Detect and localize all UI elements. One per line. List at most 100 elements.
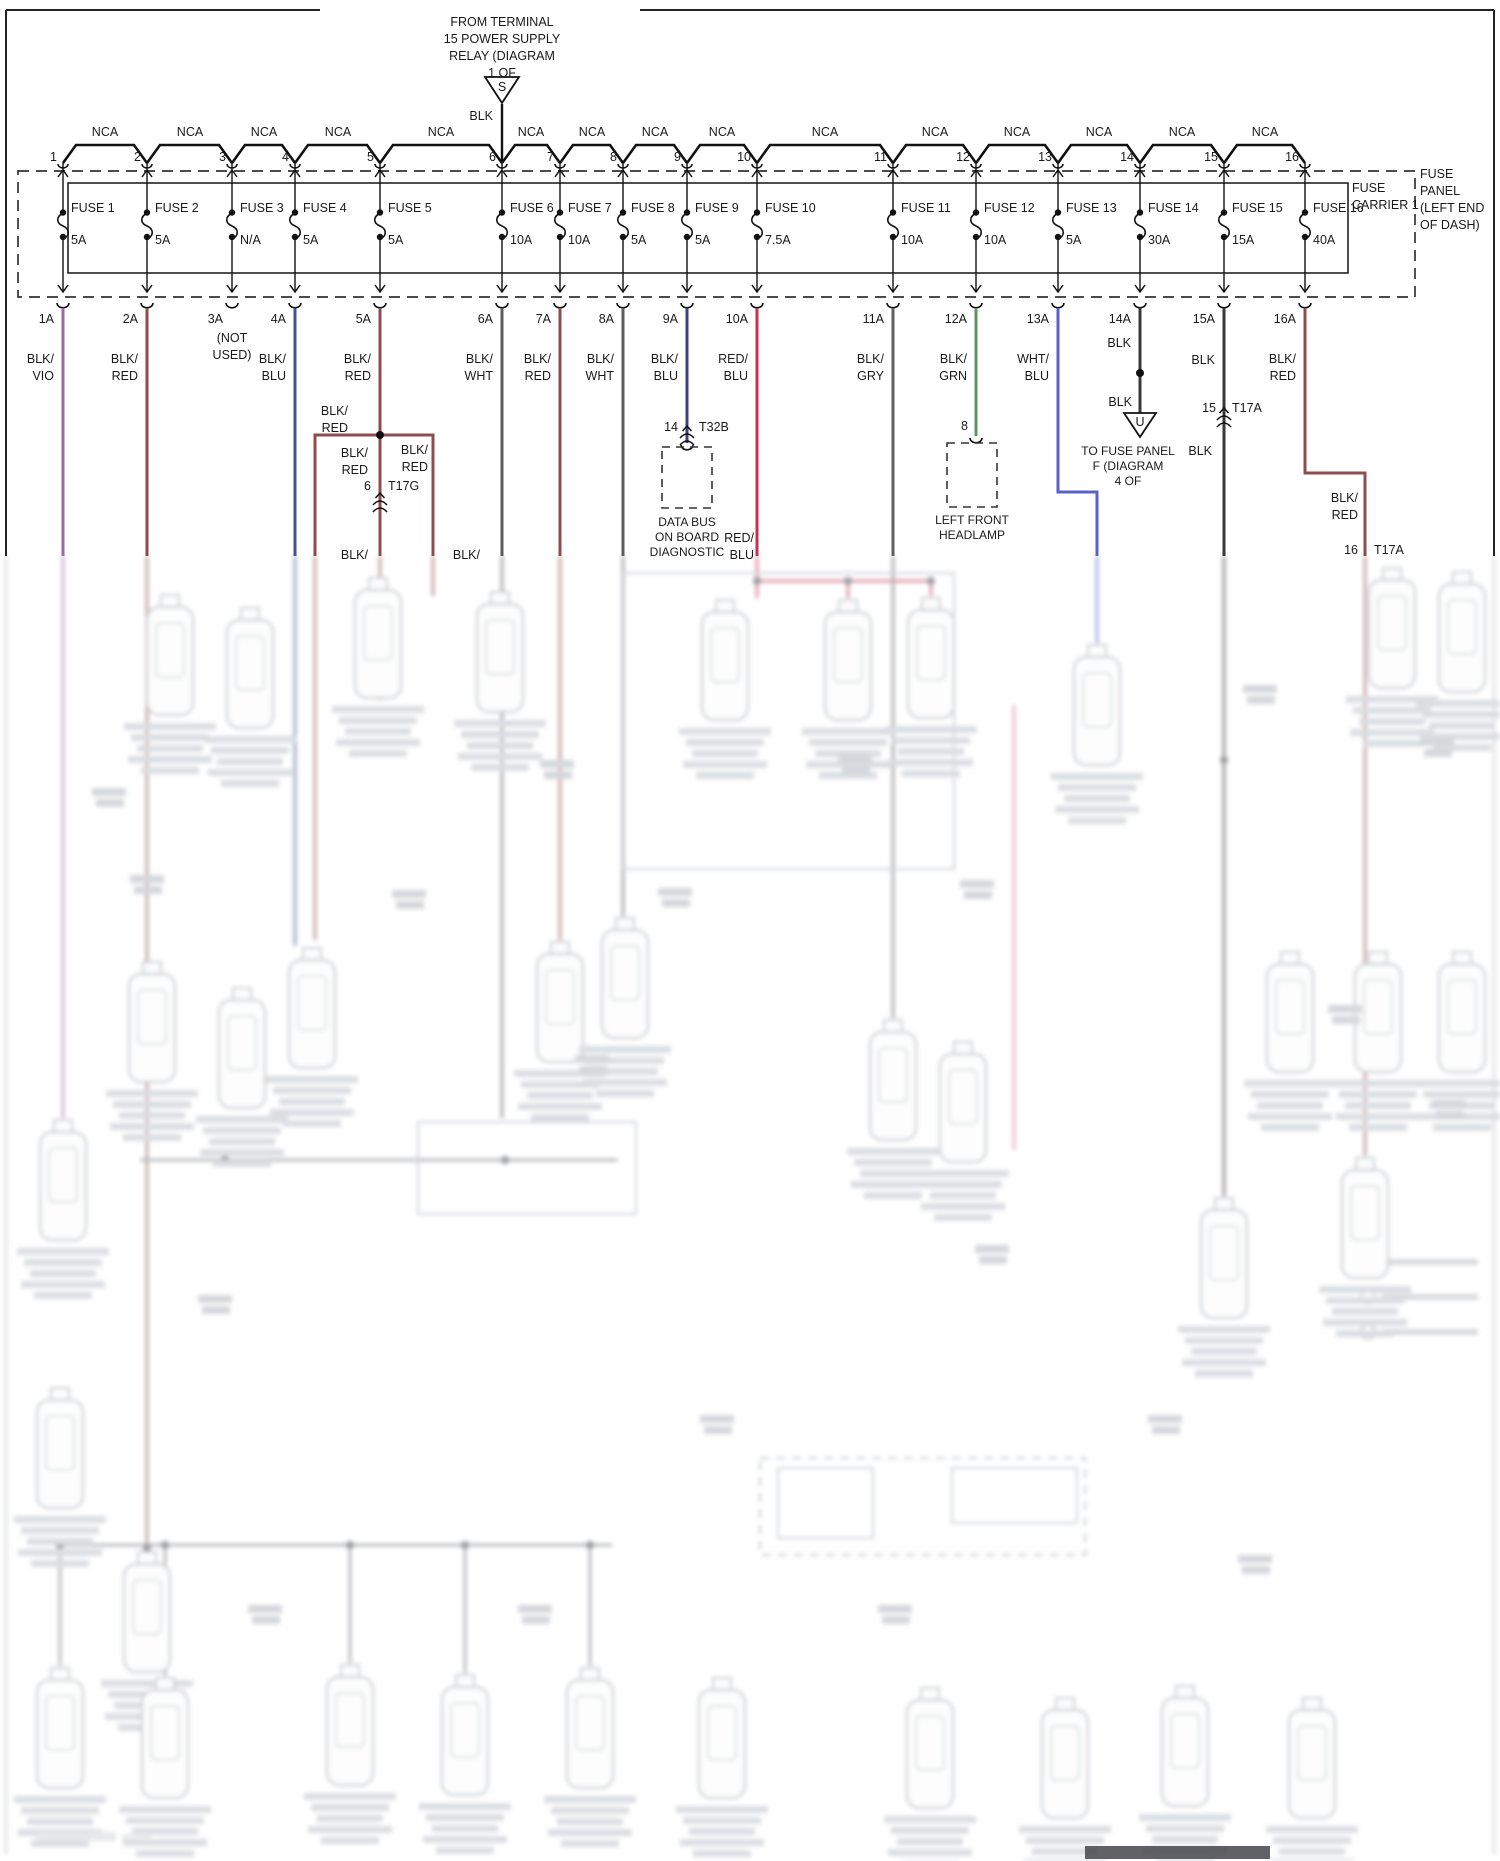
connector-pin-number: 16 [1344,543,1358,557]
wire-color-label: BLK [1107,336,1131,350]
wire-id-label: 14A [1108,312,1131,326]
connector-name-label: T17A [1232,401,1262,415]
fuse-rating-label: N/A [240,233,261,247]
bus-nca-label-4: NCA [324,125,352,139]
bus-node-number: 2 [134,150,141,164]
wire-id-label: 15A [1192,312,1215,326]
connector-pin-number: 6 [364,479,371,493]
faded-wire-color-stub: BLK/ [340,548,368,562]
wire-id-label: 9A [662,312,678,326]
fuse-name-label: FUSE 15 [1232,201,1283,215]
fuse-name-label: FUSE 4 [303,201,347,215]
connector-pin-number: 8 [961,419,968,433]
connector-name-label: T17G [388,479,420,493]
bus-node-number: 13 [1038,150,1052,164]
connector-pin-number: 15 [1202,401,1216,415]
bus-nca-label-10: NCA [811,125,839,139]
wire-color-label: WHT/ BLU [1017,352,1049,383]
bus-node-number: 14 [1120,150,1134,164]
fuse-rating-label: 30A [1148,233,1171,247]
wire-color-label: BLK/ GRN [939,352,967,383]
fuse-name-label: FUSE 12 [984,201,1035,215]
wire-id-label: 7A [535,312,551,326]
wire-color-label: BLK/ WHT [585,352,614,383]
fuse-carrier-label: FUSE CARRIER 1 [1352,181,1419,212]
feed-wire-color-label: BLK [469,109,493,123]
bus-node-number: 11 [874,150,887,164]
fuse-name-label: FUSE 9 [695,201,739,215]
wire-color-label: RED/ BLU [718,352,748,383]
wire-id-label: 16A [1273,312,1296,326]
bus-node-number: 15 [1204,150,1218,164]
wire-id-label: 12A [944,312,967,326]
connector-name-label: T17A [1374,543,1404,557]
wire-color-label: BLK/ GRY [856,352,884,383]
power-source-label: FROM TERMINAL 15 POWER SUPPLY RELAY (DIA… [443,15,561,80]
wire-color-label: BLK [1191,353,1215,367]
wire-id-label: 2A [122,312,138,326]
wire-color-label: BLK [1108,395,1132,409]
bus-node-number: 4 [282,150,289,164]
fuse-name-label: FUSE 5 [388,201,432,215]
bus-node-number: 8 [610,150,617,164]
wire-id-label: 1A [38,312,54,326]
to-fuse-panel-f-label: TO FUSE PANEL F (DIAGRAM 4 OF [1081,444,1175,488]
wire-id-label: 13A [1026,312,1049,326]
wire-id-label: 3A [207,312,223,326]
wire-color-label: BLK [1188,444,1212,458]
wire-id-label: 6A [477,312,493,326]
wire-color-label: BLK/ BLU [650,352,678,383]
bus-node-number: 1 [50,150,57,164]
fuse-name-label: FUSE 16 [1313,201,1364,215]
not-used-note: (NOT USED) [212,331,252,362]
bus-node-number: 9 [674,150,681,164]
wire-id-label: 8A [598,312,614,326]
fuse-name-label: FUSE 11 [901,201,951,215]
source-triangle-letter: S [497,80,507,94]
wire-color-label: BLK/ VIO [26,352,54,383]
bus-nca-label-11: NCA [921,125,949,139]
branch-wire-color-label: BLK/ RED [340,446,368,477]
wire-color-label: BLK/ RED [110,352,138,383]
bus-nca-label-13: NCA [1085,125,1113,139]
wire-id-label: 10A [725,312,748,326]
wire-color-label: BLK/ RED [1330,491,1358,522]
dest-triangle-letter: U [1135,415,1145,429]
wire-color-label: BLK/ RED [1268,352,1296,383]
fuse-name-label: FUSE 8 [631,201,675,215]
fuse-name-label: FUSE 2 [155,201,199,215]
wire-color-label: BLK/ BLU [258,352,286,383]
bus-nca-label-6: NCA [517,125,545,139]
fuse-rating-label: 10A [510,233,533,247]
wire-id-label: 5A [355,312,371,326]
fuse-name-label: FUSE 13 [1066,201,1117,215]
fuse-name-label: FUSE 3 [240,201,284,215]
data-bus-diagnostic-label: DATA BUS ON BOARD DIAGNOSTIC [649,515,725,559]
wire-id-label: 11A [862,312,884,326]
bus-nca-label-3: NCA [250,125,278,139]
connector-pin-number: 14 [664,420,678,434]
fuse-rating-label: 5A [155,233,171,247]
fuse-name-label: FUSE 7 [568,201,612,215]
fuse-name-label: FUSE 14 [1148,201,1199,215]
branch-wire-color-label: BLK/ RED [400,443,428,474]
fuse-rating-label: 40A [1313,233,1336,247]
bus-nca-label-1: NCA [91,125,119,139]
bus-node-number: 12 [956,150,970,164]
fuse-rating-label: 10A [901,233,924,247]
bus-nca-label-14: NCA [1168,125,1196,139]
bus-nca-label-9: NCA [708,125,736,139]
bus-nca-label-7: NCA [578,125,606,139]
fuse-rating-label: 5A [631,233,647,247]
bus-nca-label-8: NCA [641,125,669,139]
faded-wire-color-stub: BLK/ [452,548,480,562]
fuse-rating-label: 5A [303,233,319,247]
wire-color-label: BLK/ RED [343,352,371,383]
bus-node-number: 7 [547,150,554,164]
fuse-panel-location-label: FUSE PANEL (LEFT END OF DASH) [1420,167,1485,232]
